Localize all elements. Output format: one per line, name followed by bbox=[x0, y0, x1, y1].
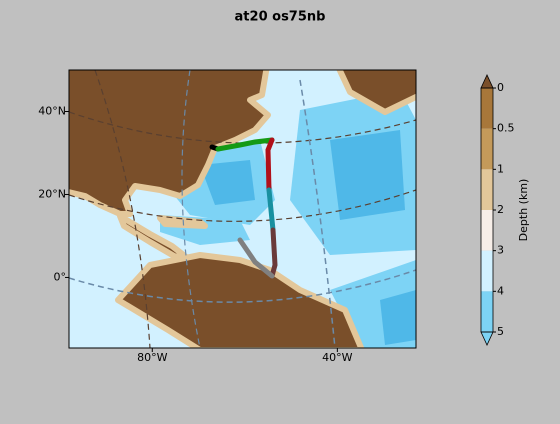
colorbar-tick-label: 0 bbox=[497, 81, 504, 94]
ship-track bbox=[209, 137, 278, 279]
x-tick-label: 80°W bbox=[137, 351, 167, 364]
colorbar-segment bbox=[481, 88, 493, 129]
colorbar-segment bbox=[481, 210, 493, 251]
colorbar-label: Depth (km) bbox=[517, 179, 530, 242]
colorbar-segment bbox=[481, 169, 493, 210]
colorbar-segment bbox=[481, 250, 493, 292]
map-frame bbox=[68, 69, 417, 349]
colorbar-tick-label: 2 bbox=[497, 203, 504, 216]
abyssal-ocean bbox=[200, 130, 416, 345]
x-tick-label: 40°W bbox=[322, 351, 352, 364]
colorbar-tick-label: 1 bbox=[497, 162, 504, 175]
y-tick-label: 20°N bbox=[38, 187, 66, 200]
colorbar-tick-label: 4 bbox=[497, 284, 504, 297]
colorbar-tick-label: 0.5 bbox=[497, 122, 515, 135]
chart-title: at20 os75nb bbox=[235, 10, 326, 25]
y-tick-label: 40°N bbox=[38, 104, 66, 117]
map bbox=[68, 69, 417, 349]
colorbar-segment bbox=[481, 291, 493, 332]
colorbar-tick-label: 5 bbox=[497, 325, 504, 338]
colorbar-segment bbox=[481, 128, 493, 170]
colorbar-tick-label: 3 bbox=[497, 244, 504, 257]
y-tick-label: 0° bbox=[54, 270, 67, 283]
